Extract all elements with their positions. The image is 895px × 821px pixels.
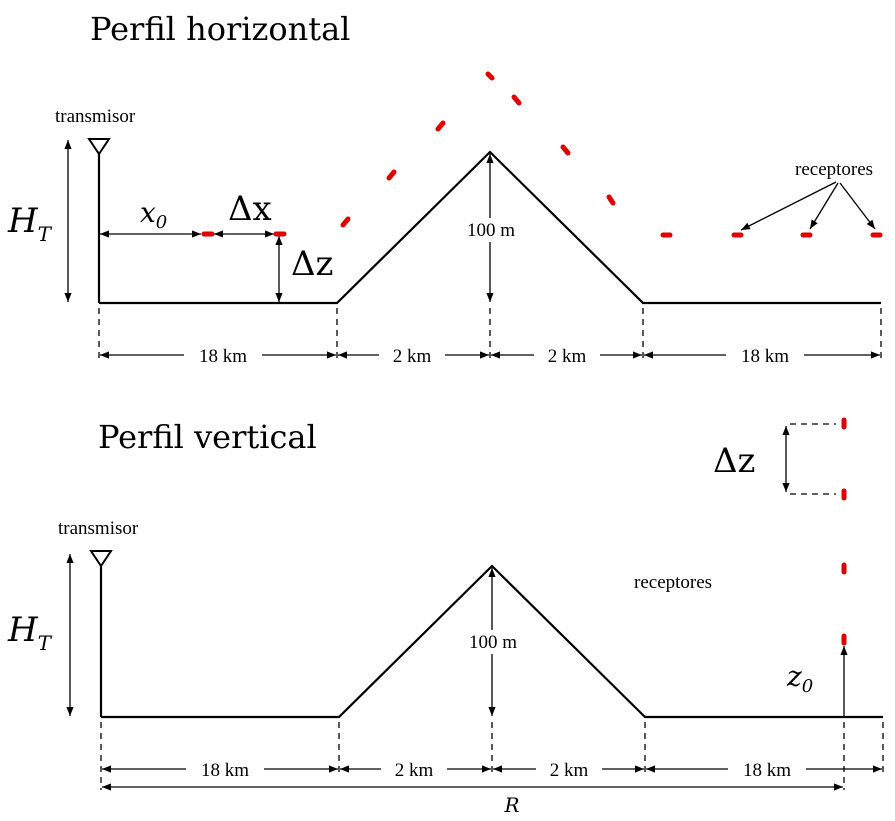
- receiver-pointer-arrow: [839, 182, 876, 230]
- delta-z-label: Δz: [713, 441, 755, 481]
- transmitter-label: transmisor: [55, 106, 136, 127]
- ht-label: HT: [7, 610, 53, 655]
- segment-label: 18 km: [743, 760, 791, 781]
- receivers-label: receptores: [795, 159, 873, 180]
- horizontal-profile-title: Perfil horizontal: [90, 10, 350, 48]
- hill-height-label-bg: [460, 630, 526, 654]
- segment-label-bg: [536, 757, 602, 781]
- segment-label: 2 km: [550, 760, 589, 781]
- ht-label: HT: [7, 201, 53, 246]
- antenna-icon: [87, 138, 111, 156]
- horizontal-receivers: [201, 71, 883, 238]
- x0-label: x0: [140, 196, 167, 233]
- range-label: R: [503, 793, 519, 817]
- segment-label: 18 km: [201, 760, 249, 781]
- segment-label-bg: [186, 757, 264, 781]
- segment-label-bg: [184, 343, 262, 367]
- hill-height-label: 100 m: [469, 632, 517, 653]
- receivers-label: receptores: [634, 572, 712, 593]
- receiver-marker: [606, 194, 616, 206]
- vertical-profile-title: Perfil vertical: [98, 418, 317, 456]
- hill-height-label: 100 m: [467, 220, 515, 241]
- transmitter-label: transmisor: [58, 518, 139, 539]
- receiver-pointer-arrow: [740, 181, 837, 231]
- segment-label-bg: [381, 757, 447, 781]
- receiver-pointer-arrow: [809, 182, 839, 230]
- segment-label: 2 km: [548, 346, 587, 367]
- delta-x-label: Δx: [228, 189, 272, 229]
- segment-label: 2 km: [395, 760, 434, 781]
- z0-label: z0: [786, 660, 813, 697]
- antenna-icon: [89, 550, 113, 568]
- segment-label: 2 km: [393, 346, 432, 367]
- segment-label: 18 km: [199, 346, 247, 367]
- delta-z-label: Δz: [291, 244, 333, 284]
- segment-label-bg: [534, 343, 600, 367]
- vertical-profile: Perfil vertical transmisor HT 100 m rece…: [7, 417, 884, 817]
- range-label-bg: [500, 791, 524, 815]
- receiver-marker: [386, 169, 397, 181]
- receiver-marker: [511, 94, 522, 106]
- receiver-marker: [560, 144, 571, 156]
- segment-label-bg: [726, 343, 804, 367]
- receiver-marker: [435, 120, 446, 132]
- segment-label-bg: [379, 343, 445, 367]
- terrain-profile: [101, 564, 883, 719]
- horizontal-profile: Perfil horizontal transmisor HT x0 Δx Δz…: [7, 10, 883, 367]
- receiver-marker: [340, 216, 351, 228]
- receiver-marker: [485, 71, 495, 81]
- terrain-profile: [99, 150, 881, 305]
- segment-label-bg: [728, 757, 806, 781]
- segment-label: 18 km: [741, 346, 789, 367]
- hill-height-label-bg: [458, 218, 524, 242]
